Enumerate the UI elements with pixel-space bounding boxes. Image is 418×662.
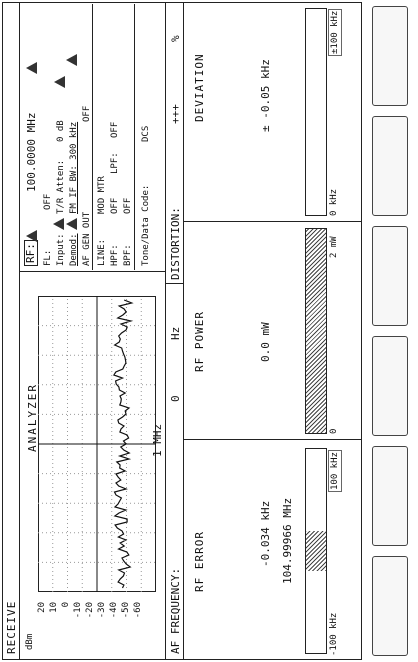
- flag-icon: [66, 218, 77, 230]
- input-label: Input:: [56, 233, 66, 266]
- line-label: LINE:: [97, 238, 107, 266]
- bpf-value[interactable]: OFF: [123, 197, 133, 214]
- rf-label[interactable]: RF:: [24, 240, 38, 266]
- rf-error-scale-max: 100 kHz: [328, 450, 342, 492]
- screen-title: RECEIVE: [5, 600, 18, 654]
- fl-label: FL:: [43, 249, 53, 266]
- lpf-value[interactable]: OFF: [110, 121, 120, 138]
- distortion-label: DISTORTION:: [169, 207, 182, 280]
- analyzer-scale-label: -20: [85, 602, 95, 619]
- rf-power-scale-min: 0: [329, 428, 339, 434]
- flag-icon: [54, 76, 65, 88]
- deviation-bar: [305, 8, 327, 216]
- deviation-scale-min: 0 kHz: [329, 188, 339, 216]
- af-distortion-divider: [165, 283, 183, 284]
- analyzer-span-label: 1 MHz: [151, 423, 164, 457]
- filter-divider: [134, 4, 135, 270]
- af-frequency-unit: Hz: [169, 326, 182, 340]
- softkey-5[interactable]: [372, 116, 408, 216]
- analyzer-divider: [19, 271, 165, 272]
- distortion-value: +++: [169, 104, 182, 124]
- af-gen-out-divider: [92, 4, 93, 270]
- rf-power-bar: [305, 228, 327, 434]
- flag-icon: [53, 218, 64, 230]
- meter-divider-1: [183, 439, 362, 440]
- analyzer-unit-label: dBm: [25, 633, 35, 650]
- analyzer-scale-label: 0: [61, 602, 71, 608]
- tr-atten-label: T/R Atten:: [56, 159, 66, 214]
- flag-icon: [26, 62, 37, 74]
- rf-error-title: RF ERROR: [193, 531, 206, 592]
- af-frequency-value: 0: [169, 395, 182, 402]
- deviation-scale-max: ±100 kHz: [328, 8, 342, 56]
- rf-error-frequency: 104.99966 MHz: [281, 497, 294, 584]
- rf-error-value: -0.034 kHz: [259, 500, 272, 567]
- deviation-value: ± -0.05 kHz: [259, 59, 272, 132]
- demod-value[interactable]: FM IF BW: 300 kHz: [69, 121, 79, 214]
- analyzer-scale-label: 10: [49, 602, 59, 613]
- spectrum-trace: [112, 299, 134, 589]
- rf-error-bar-fill: [306, 530, 326, 572]
- analyzer-scale-label: -50: [121, 602, 131, 619]
- rf-power-value: 0.0 mW: [259, 322, 272, 362]
- softkey-2[interactable]: [372, 446, 408, 546]
- tr-atten-value[interactable]: 0 dB: [56, 120, 66, 142]
- rf-power-scale-max: 2 mW: [329, 236, 339, 258]
- softkey-1[interactable]: [372, 556, 408, 656]
- deviation-title: DEVIATION: [193, 53, 206, 122]
- title-divider: [19, 2, 20, 660]
- softkey-3[interactable]: [372, 336, 408, 436]
- flag-icon: [66, 54, 77, 66]
- rf-error-scale-min: -100 kHz: [329, 612, 339, 656]
- lpf-label: LPF:: [110, 152, 120, 174]
- hpf-label: HPF:: [110, 244, 120, 266]
- analyzer-graph: [38, 296, 156, 592]
- softkey-6[interactable]: [372, 6, 408, 106]
- rf-error-bar: [305, 448, 327, 654]
- rf-power-bar-fill: [306, 229, 326, 433]
- hpf-value[interactable]: OFF: [110, 197, 120, 214]
- demod-label: Demod:: [69, 233, 79, 266]
- fl-value[interactable]: OFF: [43, 193, 53, 210]
- measure-divider: [165, 2, 166, 660]
- analyzer-scale-label: -10: [73, 602, 83, 619]
- rf-value[interactable]: 100.0000 MHz: [25, 112, 38, 192]
- tone-label: Tone/Data Code:: [141, 184, 151, 266]
- tone-value[interactable]: DCS: [141, 125, 151, 142]
- distortion-unit: %: [169, 35, 182, 42]
- meter-top-divider: [183, 2, 184, 660]
- rf-power-title: RF POWER: [193, 311, 206, 372]
- softkey-4[interactable]: [372, 226, 408, 326]
- analyzer-scale-label: -30: [97, 602, 107, 619]
- bpf-label: BPF:: [123, 244, 133, 266]
- af-frequency-label: AF FREQUENCY:: [169, 567, 182, 654]
- meter-divider-2: [183, 221, 362, 222]
- analyzer-scale-label: -60: [133, 602, 143, 619]
- flag-icon: [26, 230, 37, 242]
- line-value[interactable]: MOD MTR: [97, 176, 107, 214]
- analyzer-scale-label: -40: [109, 602, 119, 619]
- analyzer-scale-label: 20: [37, 602, 47, 613]
